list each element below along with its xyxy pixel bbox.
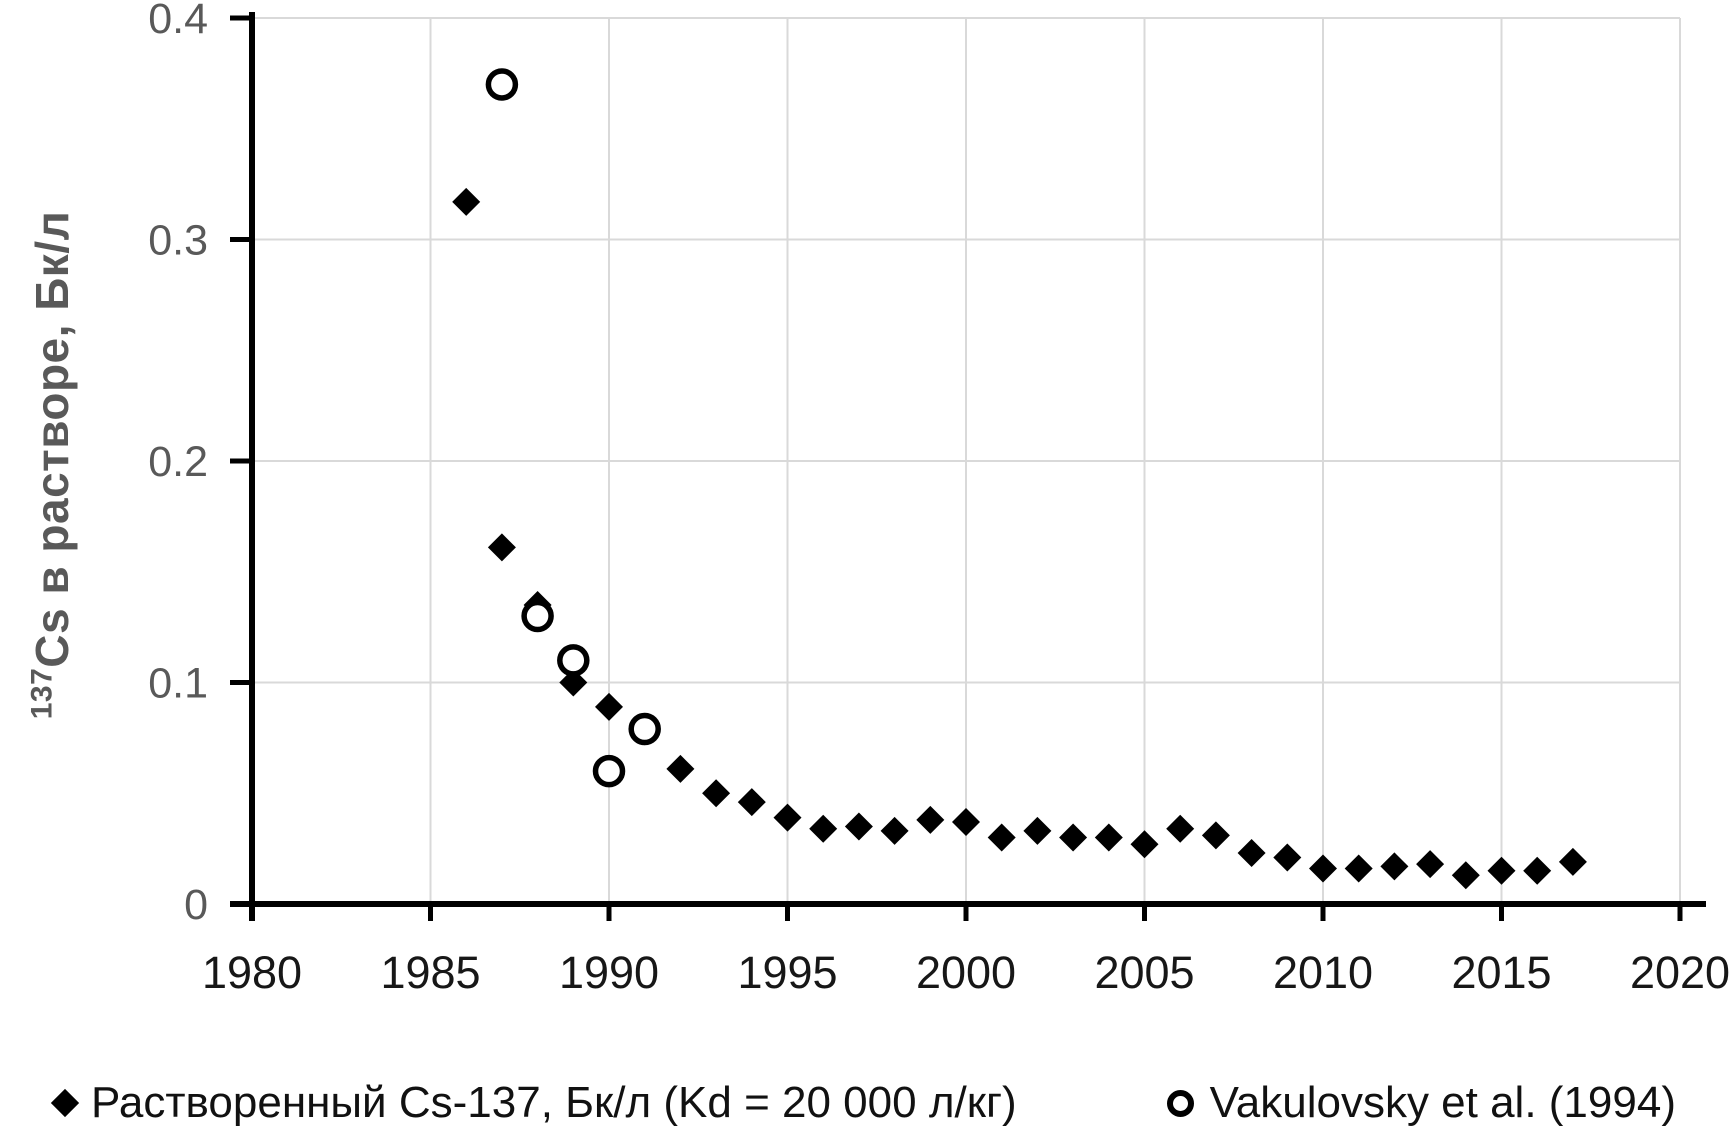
x-tick-label: 2015 xyxy=(1451,947,1551,998)
data-point-open-circle xyxy=(557,644,590,677)
legend-item-vakulovsky: Vakulovsky et al. (1994) xyxy=(1166,1078,1676,1128)
data-point-open-circle xyxy=(592,754,626,788)
data-point-diamond xyxy=(1273,843,1302,872)
data-point-diamond xyxy=(809,814,838,843)
data-point-diamond xyxy=(1059,823,1088,852)
x-tick-label: 1980 xyxy=(202,947,302,998)
data-point-diamond xyxy=(1023,816,1052,845)
gridlines xyxy=(252,17,1681,904)
y-axis-title-isotope: 137 xyxy=(25,667,59,720)
y-tick-labels: 0 0.1 0.2 0.3 0.4 xyxy=(148,0,208,929)
y-tick-label: 0.3 xyxy=(148,217,208,265)
data-point-diamond xyxy=(487,533,516,562)
series-filled-diamond xyxy=(452,187,1587,890)
data-point-diamond xyxy=(1523,856,1552,885)
filled-diamond-icon xyxy=(50,1088,80,1118)
y-tick-label: 0.1 xyxy=(148,660,208,708)
data-point-diamond xyxy=(844,812,873,841)
data-point-diamond xyxy=(666,754,695,783)
data-point-diamond xyxy=(1416,850,1445,879)
data-point-diamond xyxy=(1094,823,1123,852)
data-point-diamond xyxy=(452,187,481,216)
data-point-diamond xyxy=(1130,830,1159,859)
data-point-diamond xyxy=(1344,854,1373,883)
data-point-diamond xyxy=(952,808,980,837)
axes xyxy=(230,12,1706,921)
data-point-open-circle xyxy=(521,599,554,633)
data-point-diamond xyxy=(987,823,1016,852)
y-tick-label: 0.4 xyxy=(148,0,208,43)
y-axis-title-text: Cs в растворе, Бк/л xyxy=(26,210,78,668)
legend-item-dissolved-cs137: Растворенный Cs-137, Бк/л (Kd = 20 000 л… xyxy=(50,1078,1017,1128)
x-tick-label: 2000 xyxy=(916,947,1016,998)
legend-label-dissolved-cs137: Растворенный Cs-137, Бк/л (Kd = 20 000 л… xyxy=(91,1078,1017,1127)
x-tick-labels: 1980 1985 1990 1995 2000 2005 2010 2015 2020 xyxy=(202,947,1730,998)
x-tick-label: 1990 xyxy=(559,947,659,998)
x-tick-label: 1985 xyxy=(380,947,480,998)
legend-label-vakulovsky: Vakulovsky et al. (1994) xyxy=(1209,1078,1676,1127)
data-point-diamond xyxy=(702,779,731,808)
data-point-diamond xyxy=(1380,852,1409,881)
data-point-diamond xyxy=(1309,854,1337,883)
y-tick-label: 0 xyxy=(184,881,208,929)
data-point-diamond xyxy=(559,668,588,697)
data-point-diamond xyxy=(773,803,802,832)
y-tick-label: 0.2 xyxy=(148,438,208,486)
data-point-diamond xyxy=(595,692,623,721)
data-point-diamond xyxy=(737,788,766,817)
data-point-diamond xyxy=(916,805,945,834)
x-tick-label: 2010 xyxy=(1273,947,1373,998)
data-point-diamond xyxy=(1237,839,1266,868)
open-circle-icon xyxy=(1166,1089,1194,1117)
x-tick-label: 1995 xyxy=(737,947,837,998)
data-point-diamond xyxy=(1558,847,1587,876)
data-point-diamond xyxy=(1201,821,1230,850)
data-point-diamond xyxy=(880,816,909,845)
y-axis-title: 137Cs в растворе, Бк/л xyxy=(25,211,79,720)
data-point-diamond xyxy=(1487,856,1516,885)
data-point-diamond xyxy=(1166,814,1195,843)
series-open-circle xyxy=(485,68,661,788)
x-tick-label: 2005 xyxy=(1094,947,1194,998)
x-tick-label: 2020 xyxy=(1630,947,1730,998)
chart-legend: Растворенный Cs-137, Бк/л (Kd = 20 000 л… xyxy=(0,1078,1731,1128)
data-point-open-circle xyxy=(485,68,519,101)
data-point-diamond xyxy=(1451,861,1480,890)
data-point-open-circle xyxy=(628,712,661,746)
